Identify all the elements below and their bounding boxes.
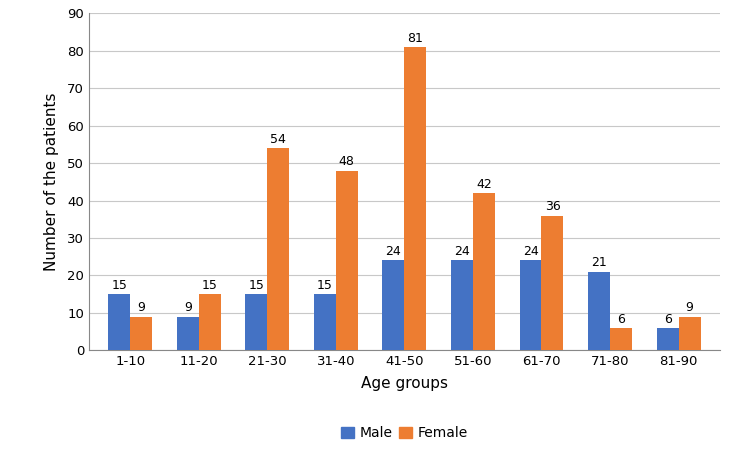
Bar (267, 148, 289, 350)
Bar (610, 328, 632, 350)
Legend: Male, Female: Male, Female (337, 422, 472, 445)
Text: 54: 54 (270, 133, 286, 146)
Text: 24: 24 (522, 245, 539, 258)
Bar (246, 294, 267, 350)
Text: 6: 6 (663, 313, 672, 326)
Bar (336, 171, 358, 350)
Bar (130, 317, 152, 350)
Text: 15: 15 (202, 279, 217, 292)
Bar (588, 272, 610, 350)
Bar (199, 294, 220, 350)
Text: 81: 81 (407, 32, 423, 45)
X-axis label: Age groups: Age groups (361, 376, 448, 392)
Text: 15: 15 (317, 279, 333, 292)
Bar (108, 294, 130, 350)
Text: 48: 48 (339, 155, 355, 168)
Text: 36: 36 (545, 200, 560, 213)
Bar (382, 260, 404, 350)
Bar (473, 193, 495, 350)
Bar (404, 47, 427, 350)
Text: 15: 15 (111, 279, 127, 292)
Text: 9: 9 (686, 301, 694, 314)
Text: 15: 15 (249, 279, 264, 292)
Text: 24: 24 (386, 245, 401, 258)
Bar (542, 216, 563, 350)
Bar (679, 317, 700, 350)
Text: 21: 21 (591, 256, 607, 269)
Text: 9: 9 (184, 301, 191, 314)
Bar (177, 317, 199, 350)
Bar (519, 260, 542, 350)
Bar (451, 260, 473, 350)
Y-axis label: Number of the patients: Number of the patients (44, 92, 59, 271)
Text: 42: 42 (476, 178, 492, 191)
Text: 9: 9 (137, 301, 145, 314)
Bar (314, 294, 336, 350)
Text: 24: 24 (454, 245, 470, 258)
Bar (657, 328, 679, 350)
Text: 6: 6 (617, 313, 625, 326)
